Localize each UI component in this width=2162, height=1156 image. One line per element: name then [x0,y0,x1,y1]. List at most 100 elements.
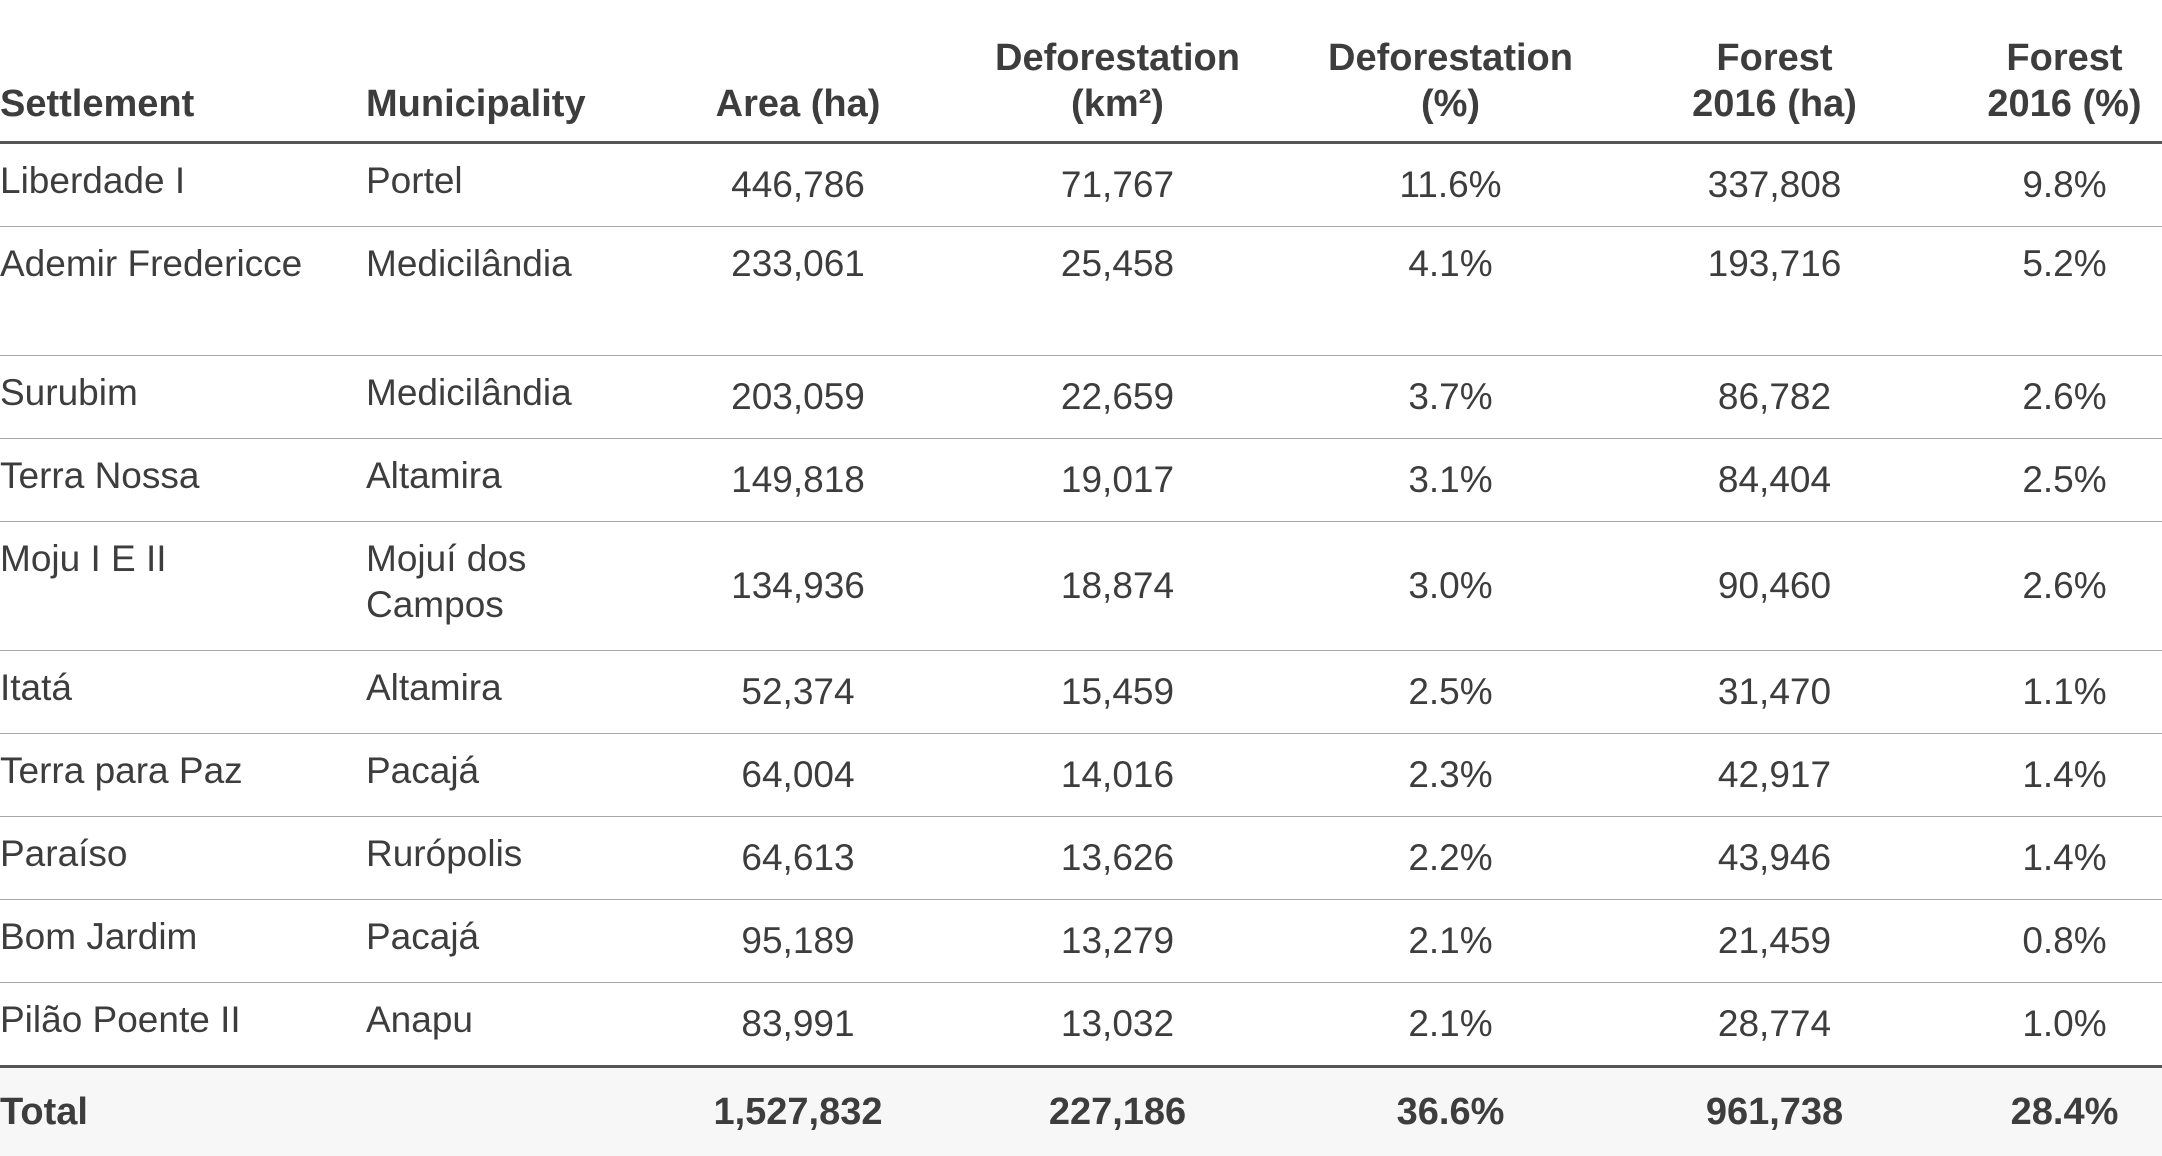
header-area: Area (ha) [680,0,916,143]
cell-municipality: Medicilândia [366,356,680,439]
cell-forest-pct: 5.2% [1967,227,2162,356]
table-row: Terra Nossa Altamira 149,818 19,017 3.1%… [0,439,2162,522]
table-row: Itatá Altamira 52,374 15,459 2.5% 31,470… [0,651,2162,734]
cell-municipality: Altamira [366,439,680,522]
cell-forest-pct: 1.4% [1967,817,2162,900]
cell-deforestation-km2: 18,874 [916,522,1319,651]
cell-area: 64,004 [680,734,916,817]
cell-municipality: Anapu [366,983,680,1067]
cell-deforestation-km2: 13,032 [916,983,1319,1067]
cell-forest-ha: 337,808 [1582,143,1967,227]
table-row: Paraíso Rurópolis 64,613 13,626 2.2% 43,… [0,817,2162,900]
cell-municipality: Altamira [366,651,680,734]
cell-deforestation-pct: 4.1% [1319,227,1582,356]
header-deforestation-km2: Deforestation(km²) [916,0,1319,143]
cell-deforestation-km2: 13,279 [916,900,1319,983]
cell-area: 64,613 [680,817,916,900]
cell-area: 149,818 [680,439,916,522]
cell-settlement: Pilão Poente II [0,983,366,1067]
table-row: Terra para Paz Pacajá 64,004 14,016 2.3%… [0,734,2162,817]
header-settlement: Settlement [0,0,366,143]
header-row: Settlement Municipality Area (ha) Defore… [0,0,2162,143]
cell-area: 52,374 [680,651,916,734]
cell-municipality: Mojuí dos Campos [366,522,680,651]
cell-settlement: Paraíso [0,817,366,900]
cell-forest-pct: 1.0% [1967,983,2162,1067]
cell-deforestation-pct: 3.0% [1319,522,1582,651]
table-row: Surubim Medicilândia 203,059 22,659 3.7%… [0,356,2162,439]
cell-municipality: Pacajá [366,900,680,983]
header-municipality: Municipality [366,0,680,143]
cell-deforestation-pct: 3.7% [1319,356,1582,439]
cell-forest-ha: 31,470 [1582,651,1967,734]
cell-settlement: Itatá [0,651,366,734]
table-row: Moju I E II Mojuí dos Campos 134,936 18,… [0,522,2162,651]
total-label: Total [0,1067,366,1156]
total-deforestation-km2: 227,186 [916,1067,1319,1156]
cell-deforestation-km2: 13,626 [916,817,1319,900]
cell-forest-ha: 21,459 [1582,900,1967,983]
cell-deforestation-pct: 2.2% [1319,817,1582,900]
cell-municipality: Pacajá [366,734,680,817]
cell-deforestation-km2: 71,767 [916,143,1319,227]
cell-area: 446,786 [680,143,916,227]
table-row: Bom Jardim Pacajá 95,189 13,279 2.1% 21,… [0,900,2162,983]
total-area: 1,527,832 [680,1067,916,1156]
total-municipality [366,1067,680,1156]
total-row: Total 1,527,832 227,186 36.6% 961,738 28… [0,1067,2162,1156]
cell-area: 95,189 [680,900,916,983]
cell-deforestation-km2: 25,458 [916,227,1319,356]
cell-area: 233,061 [680,227,916,356]
cell-forest-pct: 0.8% [1967,900,2162,983]
cell-settlement: Bom Jardim [0,900,366,983]
cell-forest-ha: 84,404 [1582,439,1967,522]
table-footer: Total 1,527,832 227,186 36.6% 961,738 28… [0,1067,2162,1156]
cell-forest-ha: 90,460 [1582,522,1967,651]
cell-forest-ha: 42,917 [1582,734,1967,817]
cell-municipality: Portel [366,143,680,227]
cell-deforestation-km2: 15,459 [916,651,1319,734]
table-row: Liberdade I Portel 446,786 71,767 11.6% … [0,143,2162,227]
cell-municipality: Medicilândia [366,227,680,356]
cell-settlement: Ademir Fredericce [0,227,366,356]
cell-deforestation-pct: 2.5% [1319,651,1582,734]
cell-forest-pct: 2.6% [1967,522,2162,651]
table-body: Liberdade I Portel 446,786 71,767 11.6% … [0,143,2162,1067]
cell-forest-pct: 1.4% [1967,734,2162,817]
cell-forest-pct: 9.8% [1967,143,2162,227]
cell-forest-ha: 43,946 [1582,817,1967,900]
cell-forest-pct: 1.1% [1967,651,2162,734]
cell-deforestation-km2: 14,016 [916,734,1319,817]
total-deforestation-pct: 36.6% [1319,1067,1582,1156]
cell-forest-pct: 2.6% [1967,356,2162,439]
table-row: Ademir Fredericce Medicilândia 233,061 2… [0,227,2162,356]
cell-deforestation-pct: 11.6% [1319,143,1582,227]
cell-forest-ha: 86,782 [1582,356,1967,439]
cell-deforestation-km2: 19,017 [916,439,1319,522]
cell-forest-ha: 28,774 [1582,983,1967,1067]
cell-forest-ha: 193,716 [1582,227,1967,356]
cell-area: 83,991 [680,983,916,1067]
cell-deforestation-pct: 2.3% [1319,734,1582,817]
cell-deforestation-pct: 2.1% [1319,983,1582,1067]
cell-deforestation-pct: 3.1% [1319,439,1582,522]
cell-municipality: Rurópolis [366,817,680,900]
table-header: Settlement Municipality Area (ha) Defore… [0,0,2162,143]
header-deforestation-pct: Deforestation(%) [1319,0,1582,143]
cell-forest-pct: 2.5% [1967,439,2162,522]
cell-area: 134,936 [680,522,916,651]
cell-area: 203,059 [680,356,916,439]
total-forest-pct: 28.4% [1967,1067,2162,1156]
cell-settlement: Surubim [0,356,366,439]
table-row: Pilão Poente II Anapu 83,991 13,032 2.1%… [0,983,2162,1067]
cell-deforestation-km2: 22,659 [916,356,1319,439]
cell-settlement: Liberdade I [0,143,366,227]
cell-deforestation-pct: 2.1% [1319,900,1582,983]
total-forest-ha: 961,738 [1582,1067,1967,1156]
cell-settlement: Moju I E II [0,522,366,651]
cell-settlement: Terra Nossa [0,439,366,522]
cell-settlement: Terra para Paz [0,734,366,817]
